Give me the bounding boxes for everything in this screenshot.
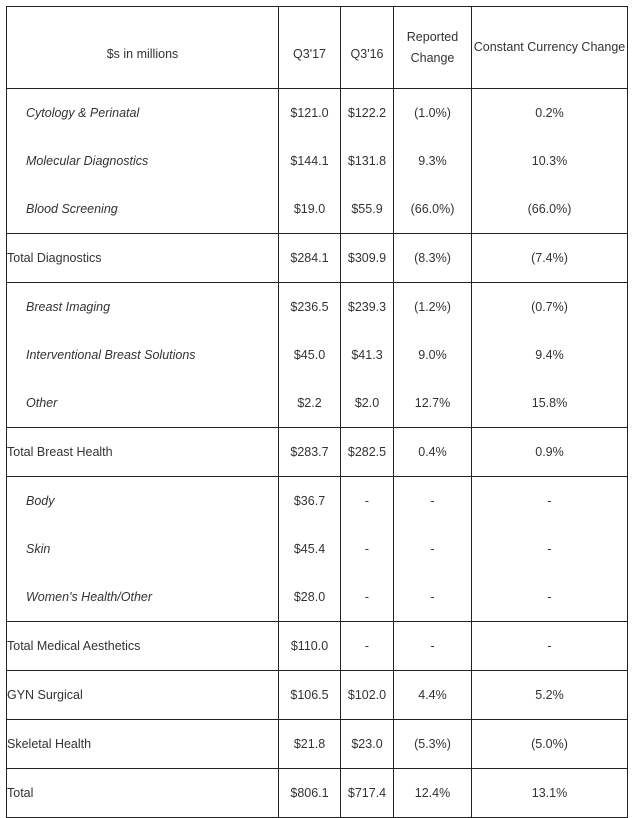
table-row: Breast Imaging $236.5 $239.3 (1.2%) (0.7%) bbox=[6, 282, 628, 331]
header-label: $s in millions bbox=[6, 6, 279, 89]
cell-reported: 0.4% bbox=[393, 427, 472, 477]
cell-q316: $2.0 bbox=[340, 379, 394, 428]
cell-label: Blood Screening bbox=[6, 185, 279, 234]
cell-q317: $28.0 bbox=[278, 573, 341, 622]
header-q316: Q3'16 bbox=[340, 6, 394, 89]
header-row: $s in millions Q3'17 Q3'16 Reported Chan… bbox=[6, 6, 628, 89]
cell-label: Breast Imaging bbox=[6, 282, 279, 331]
cell-q317: $284.1 bbox=[278, 233, 341, 283]
cell-constant: 13.1% bbox=[471, 768, 628, 818]
cell-q317: $36.7 bbox=[278, 476, 341, 525]
cell-reported: 4.4% bbox=[393, 670, 472, 720]
cell-q317: $110.0 bbox=[278, 621, 341, 671]
table-row: Blood Screening $19.0 $55.9 (66.0%) (66.0%) bbox=[6, 185, 628, 234]
cell-q317: $806.1 bbox=[278, 768, 341, 818]
table-row: Skeletal Health $21.8 $23.0 (5.3%) (5.0%) bbox=[6, 719, 628, 769]
cell-q317: $236.5 bbox=[278, 282, 341, 331]
cell-reported: (8.3%) bbox=[393, 233, 472, 283]
cell-label: Molecular Diagnostics bbox=[6, 137, 279, 185]
cell-reported: 9.0% bbox=[393, 331, 472, 379]
table-row: GYN Surgical $106.5 $102.0 4.4% 5.2% bbox=[6, 670, 628, 720]
cell-constant: (66.0%) bbox=[471, 185, 628, 234]
cell-constant: 15.8% bbox=[471, 379, 628, 428]
cell-q316: $131.8 bbox=[340, 137, 394, 185]
cell-q316: $23.0 bbox=[340, 719, 394, 769]
cell-label: Total Diagnostics bbox=[6, 233, 279, 283]
cell-constant: (0.7%) bbox=[471, 282, 628, 331]
cell-constant: 0.2% bbox=[471, 88, 628, 137]
cell-reported: (1.0%) bbox=[393, 88, 472, 137]
table-row: Total Diagnostics $284.1 $309.9 (8.3%) (7.4%… bbox=[6, 233, 628, 283]
table-row: Total $806.1 $717.4 12.4% 13.1% bbox=[6, 768, 628, 818]
cell-q316: $41.3 bbox=[340, 331, 394, 379]
cell-q317: $283.7 bbox=[278, 427, 341, 477]
cell-reported: - bbox=[393, 476, 472, 525]
cell-q316: - bbox=[340, 476, 394, 525]
cell-q317: $2.2 bbox=[278, 379, 341, 428]
table-row: Body $36.7- - - bbox=[6, 476, 628, 525]
cell-q316: $309.9 bbox=[340, 233, 394, 283]
cell-constant: (7.4%) bbox=[471, 233, 628, 283]
cell-q316: $282.5 bbox=[340, 427, 394, 477]
cell-reported: - bbox=[393, 621, 472, 671]
cell-reported: - bbox=[393, 573, 472, 622]
table-row: Other $2.2 $2.0 12.7% 15.8% bbox=[6, 379, 628, 428]
cell-label: Other bbox=[6, 379, 279, 428]
cell-q317: $19.0 bbox=[278, 185, 341, 234]
cell-q317: $144.1 bbox=[278, 137, 341, 185]
cell-q316: - bbox=[340, 525, 394, 573]
header-q317: Q3'17 bbox=[278, 6, 341, 89]
cell-label: Cytology & Perinatal bbox=[6, 88, 279, 137]
cell-constant: - bbox=[471, 525, 628, 573]
cell-label: Skeletal Health bbox=[6, 719, 279, 769]
table-row: Cytology & Perinatal $121.0 $122.2 (1.0%) 0.… bbox=[6, 88, 628, 137]
cell-q317: $45.4 bbox=[278, 525, 341, 573]
cell-q316: - bbox=[340, 573, 394, 622]
cell-constant: 9.4% bbox=[471, 331, 628, 379]
header-reported-change: Reported Change bbox=[393, 6, 472, 89]
table-row: Women's Health/Other $28.0- - - bbox=[6, 573, 628, 622]
cell-q317: $21.8 bbox=[278, 719, 341, 769]
cell-reported: (5.3%) bbox=[393, 719, 472, 769]
cell-q316: $239.3 bbox=[340, 282, 394, 331]
cell-label: Skin bbox=[6, 525, 279, 573]
cell-constant: - bbox=[471, 573, 628, 622]
table-row: Total Breast Health $283.7 $282.5 0.4% 0.9% bbox=[6, 427, 628, 477]
cell-q316: - bbox=[340, 621, 394, 671]
cell-reported: 9.3% bbox=[393, 137, 472, 185]
cell-label: Women's Health/Other bbox=[6, 573, 279, 622]
cell-reported: (66.0%) bbox=[393, 185, 472, 234]
cell-q316: $122.2 bbox=[340, 88, 394, 137]
cell-reported: - bbox=[393, 525, 472, 573]
revenue-table: $s in millions Q3'17 Q3'16 Reported Chan… bbox=[6, 6, 628, 818]
cell-constant: - bbox=[471, 476, 628, 525]
table-row: Skin $45.4- - - bbox=[6, 525, 628, 573]
table-row: Total Medical Aesthetics $110.0- - - bbox=[6, 621, 628, 671]
cell-constant: 0.9% bbox=[471, 427, 628, 477]
cell-label: Total Breast Health bbox=[6, 427, 279, 477]
cell-reported: (1.2%) bbox=[393, 282, 472, 331]
table-row: Interventional Breast Solutions $45.0 $41.… bbox=[6, 331, 628, 379]
cell-constant: - bbox=[471, 621, 628, 671]
cell-reported: 12.7% bbox=[393, 379, 472, 428]
cell-constant: 5.2% bbox=[471, 670, 628, 720]
cell-q316: $55.9 bbox=[340, 185, 394, 234]
cell-label: Interventional Breast Solutions bbox=[6, 331, 279, 379]
header-constant-currency-change: Constant Currency Change bbox=[471, 6, 628, 89]
cell-label: Total Medical Aesthetics bbox=[6, 621, 279, 671]
cell-label: Total bbox=[6, 768, 279, 818]
cell-q317: $121.0 bbox=[278, 88, 341, 137]
cell-constant: (5.0%) bbox=[471, 719, 628, 769]
table-row: Molecular Diagnostics $144.1 $131.8 9.3% 10.… bbox=[6, 137, 628, 185]
cell-label: GYN Surgical bbox=[6, 670, 279, 720]
cell-q316: $102.0 bbox=[340, 670, 394, 720]
cell-q317: $106.5 bbox=[278, 670, 341, 720]
cell-q317: $45.0 bbox=[278, 331, 341, 379]
cell-label: Body bbox=[6, 476, 279, 525]
cell-constant: 10.3% bbox=[471, 137, 628, 185]
cell-q316: $717.4 bbox=[340, 768, 394, 818]
cell-reported: 12.4% bbox=[393, 768, 472, 818]
